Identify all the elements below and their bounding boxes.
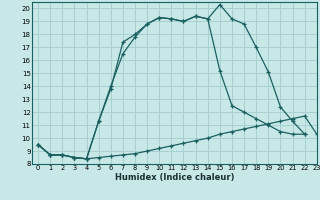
X-axis label: Humidex (Indice chaleur): Humidex (Indice chaleur) (115, 173, 234, 182)
